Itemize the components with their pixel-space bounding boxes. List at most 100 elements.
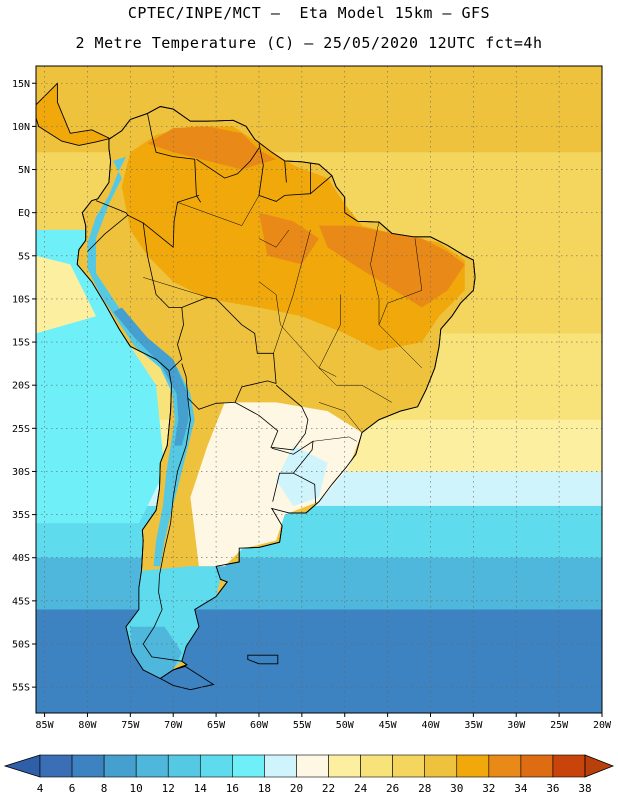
country-border <box>271 440 314 502</box>
lat-tick-label: 10S <box>12 294 30 305</box>
lat-tick-label: 40S <box>12 553 30 564</box>
state-border <box>378 324 423 369</box>
colorbar-label: 34 <box>514 782 528 795</box>
lon-tick-label: 25W <box>550 720 569 731</box>
colorbar-label: 28 <box>418 782 431 795</box>
colorbar-label: 18 <box>258 782 271 795</box>
state-border <box>378 238 423 325</box>
country-border <box>293 472 316 504</box>
country-border <box>181 296 277 384</box>
andes-cold-ridge <box>87 156 195 567</box>
colorbar-swatch <box>296 754 329 778</box>
colorbar-label: 16 <box>226 782 239 795</box>
colorbar-swatch <box>488 754 522 778</box>
colorbar-swatch <box>167 754 201 778</box>
lon-tick-label: 70W <box>164 720 183 731</box>
state-border <box>318 294 341 369</box>
lat-tick-label: 5N <box>18 165 30 176</box>
state-border <box>280 324 337 377</box>
state-border <box>318 367 393 403</box>
country-border <box>181 363 277 410</box>
orinoco-hot-region <box>147 126 277 170</box>
colorbar-label: 8 <box>101 782 108 795</box>
state-border <box>143 277 208 298</box>
country-borders <box>76 106 476 680</box>
lat-tick-label: 30S <box>12 467 30 478</box>
lat-tick-label: 15S <box>12 338 30 349</box>
land-temperature-field <box>36 82 476 691</box>
colorbar-label: 22 <box>322 782 335 795</box>
lat-tick-label: 15N <box>12 79 30 90</box>
central-america <box>36 82 112 146</box>
lat-tick-label: 45S <box>12 596 30 607</box>
colorbar-over-arrow <box>584 754 615 778</box>
lat-tick-label: 10N <box>12 122 30 133</box>
colorbar-label: 14 <box>194 782 208 795</box>
lon-tick-label: 65W <box>207 720 226 731</box>
lon-tick-label: 50W <box>336 720 355 731</box>
lat-tick-label: 20S <box>12 381 30 392</box>
longitude-axis: 85W 80W 75W 70W 65W 60W 55W 50W 45W 40W 35W 30W 25W 2… <box>36 713 612 731</box>
colorbar: 4 6 8 10 12 14 16 18 20 22 24 26 28 30 32 34 36 38 <box>3 754 615 795</box>
colorbar-label: 10 <box>130 782 143 795</box>
lat-tick-label: 50S <box>12 639 30 650</box>
lon-tick-label: 55W <box>293 720 312 731</box>
colorbar-swatch <box>71 754 105 778</box>
ocean-band <box>36 557 602 610</box>
colorbar-swatch <box>360 754 393 778</box>
lat-tick-label: 55S <box>12 683 30 694</box>
colorbar-label: 30 <box>450 782 463 795</box>
state-border <box>318 402 363 433</box>
latitude-axis: 15N 10N 5N EQ 5S 10S 15S 20S 25S 30S 35S 40S 45S 50S 5… <box>12 79 36 694</box>
lon-tick-label: 20W <box>593 720 612 731</box>
state-border <box>177 195 260 226</box>
state-border <box>370 221 380 325</box>
colorbar-label: 36 <box>546 782 559 795</box>
state-border <box>273 229 311 354</box>
central-amazon-hot-region <box>259 212 319 265</box>
colorbar-swatch <box>103 754 137 778</box>
lon-tick-label: 80W <box>78 720 97 731</box>
southern-patagonia-cold-region <box>130 626 182 679</box>
colorbar-label: 4 <box>37 782 44 795</box>
country-border <box>142 398 191 662</box>
colorbar-swatch <box>552 754 586 778</box>
lat-tick-label: 35S <box>12 510 30 521</box>
falkland-islands <box>247 654 279 665</box>
colorbar-under-arrow <box>3 754 41 778</box>
lon-tick-label: 75W <box>121 720 140 731</box>
state-border <box>312 436 357 442</box>
colorbar-label: 12 <box>162 782 175 795</box>
pacific-warm-patch <box>36 255 96 334</box>
colorbar-label: 6 <box>69 782 76 795</box>
lon-tick-label: 40W <box>421 720 440 731</box>
lat-tick-label: EQ <box>18 208 30 219</box>
northeast-brazil-hot-region <box>319 225 465 308</box>
lon-tick-label: 45W <box>379 720 398 731</box>
colorbar-swatch <box>456 754 490 778</box>
altiplano-cold-core <box>113 307 189 446</box>
lon-tick-label: 35W <box>464 720 483 731</box>
map-subtitle: 2 Metre Temperature (C) – 25/05/2020 12U… <box>75 34 543 52</box>
colorbar-swatch <box>520 754 554 778</box>
colorbar-swatch <box>392 754 426 778</box>
coastline <box>76 106 476 680</box>
lat-tick-label: 5S <box>18 251 30 262</box>
colorbar-swatch <box>232 754 265 778</box>
country-border <box>127 195 200 249</box>
map-title: CPTEC/INPE/MCT – Eta Model 15km – GFS <box>127 4 491 22</box>
colorbar-swatch <box>264 754 297 778</box>
state-border <box>258 281 281 325</box>
colorbar-label: 38 <box>578 782 591 795</box>
colorbar-label: 26 <box>386 782 399 795</box>
country-border <box>196 147 260 179</box>
southern-cone-mild-region <box>190 402 362 567</box>
country-border <box>284 160 287 183</box>
lat-tick-label: 25S <box>12 424 30 435</box>
map-frame <box>35 65 603 714</box>
lon-tick-label: 60W <box>250 720 269 731</box>
lon-tick-label: 30W <box>507 720 526 731</box>
colorbar-label: 24 <box>354 782 368 795</box>
country-border <box>234 384 309 451</box>
